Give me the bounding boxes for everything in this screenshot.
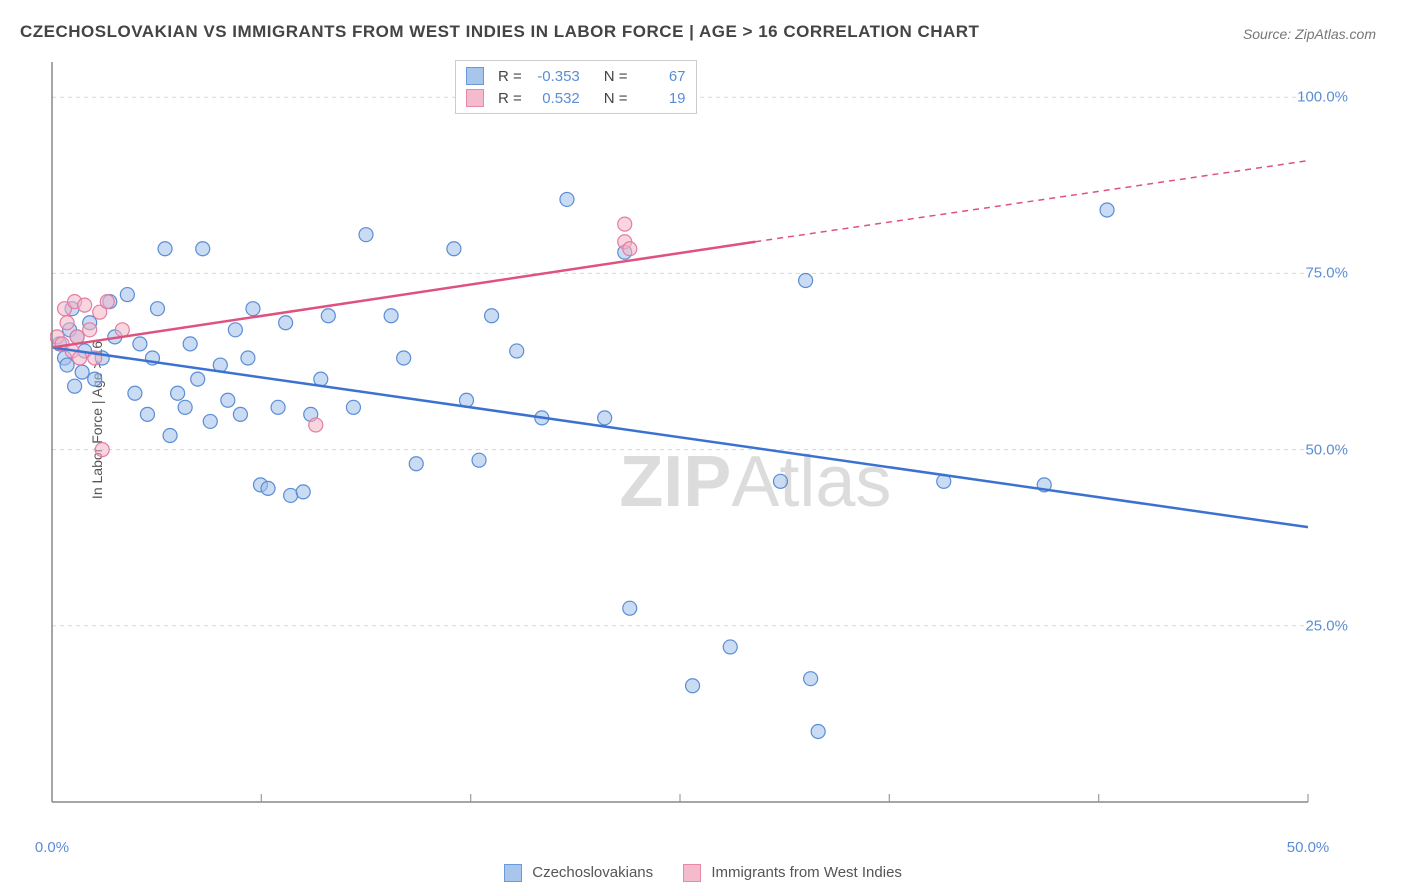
x-tick-label: 0.0% bbox=[35, 839, 69, 856]
legend-item-0: Czechoslovakians bbox=[504, 864, 653, 882]
plot-area: ZIPAtlas 25.0%50.0%75.0%100.0%0.0%50.0% bbox=[50, 60, 1360, 830]
legend-swatch-1 bbox=[683, 864, 701, 882]
y-tick-label: 75.0% bbox=[1305, 265, 1348, 282]
legend-r-label: R = bbox=[498, 90, 522, 107]
source-name: ZipAtlas.com bbox=[1295, 26, 1376, 42]
y-tick-label: 25.0% bbox=[1305, 617, 1348, 634]
legend-swatch-series-0 bbox=[466, 67, 484, 85]
legend-swatch-series-1 bbox=[466, 89, 484, 107]
legend-r-label: R = bbox=[498, 68, 522, 85]
legend-r-value-0: -0.353 bbox=[530, 68, 580, 85]
scatter-chart: ZIPAtlas bbox=[50, 60, 1360, 830]
correlation-legend: R = -0.353 N = 67 R = 0.532 N = 19 bbox=[455, 60, 697, 114]
legend-n-value-1: 19 bbox=[636, 90, 686, 107]
legend-label-0: Czechoslovakians bbox=[532, 864, 653, 881]
legend-n-value-0: 67 bbox=[636, 68, 686, 85]
svg-text:ZIPAtlas: ZIPAtlas bbox=[619, 442, 891, 522]
legend-swatch-0 bbox=[504, 864, 522, 882]
y-tick-label: 100.0% bbox=[1297, 89, 1348, 106]
source-attribution: Source: ZipAtlas.com bbox=[1243, 26, 1376, 42]
legend-row-series-1: R = 0.532 N = 19 bbox=[466, 87, 686, 109]
legend-n-label: N = bbox=[604, 68, 628, 85]
x-tick-label: 50.0% bbox=[1287, 839, 1330, 856]
y-tick-label: 50.0% bbox=[1305, 441, 1348, 458]
chart-title: CZECHOSLOVAKIAN VS IMMIGRANTS FROM WEST … bbox=[20, 22, 979, 42]
legend-row-series-0: R = -0.353 N = 67 bbox=[466, 65, 686, 87]
legend-r-value-1: 0.532 bbox=[530, 90, 580, 107]
legend-label-1: Immigrants from West Indies bbox=[711, 864, 902, 881]
legend-item-1: Immigrants from West Indies bbox=[683, 864, 902, 882]
series-legend: Czechoslovakians Immigrants from West In… bbox=[0, 864, 1406, 882]
legend-n-label: N = bbox=[604, 90, 628, 107]
source-prefix: Source: bbox=[1243, 26, 1295, 42]
